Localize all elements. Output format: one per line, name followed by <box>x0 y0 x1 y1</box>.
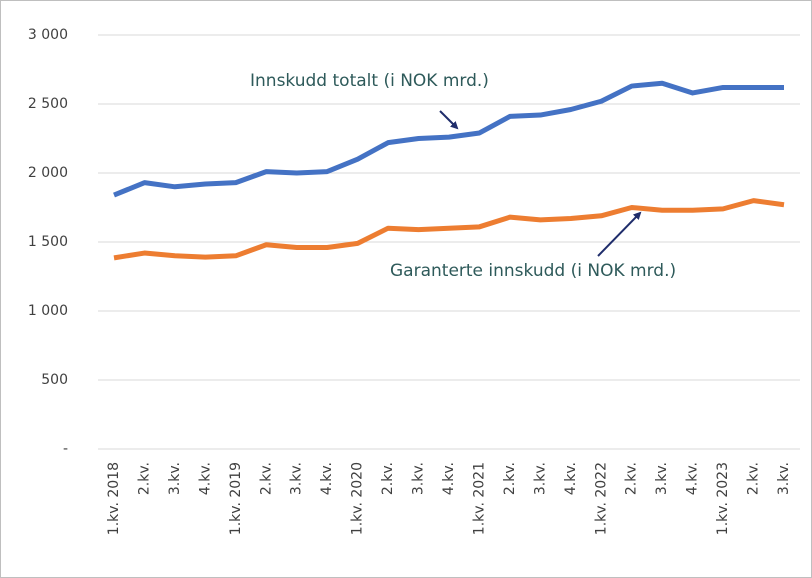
annotation: Garanterte innskudd (i NOK mrd.) <box>390 261 676 281</box>
y-tick-label: 2 500 <box>28 96 68 112</box>
x-tick-label: 4.kv. <box>685 462 701 495</box>
x-tick-label: 3.kv. <box>167 462 183 495</box>
series-line <box>113 198 785 261</box>
series-line <box>113 80 784 198</box>
x-tick-label: 1.kv. 2018 <box>106 462 122 535</box>
x-tick-label: 1.kv. 2020 <box>350 462 366 535</box>
lines <box>113 80 785 261</box>
x-tick-label: 4.kv. <box>563 462 579 495</box>
annotation: Innskudd totalt (i NOK mrd.) <box>250 71 489 91</box>
x-tick-label: 4.kv. <box>441 462 457 495</box>
x-tick-label: 4.kv. <box>319 462 335 495</box>
y-tick-label: 500 <box>41 372 68 388</box>
annotation-arrow <box>597 211 642 257</box>
x-tick-label: 2.kv. <box>746 462 762 495</box>
y-tick-label: 1 500 <box>28 234 68 250</box>
x-tick-label: 3.kv. <box>411 462 427 495</box>
grid <box>98 34 800 450</box>
y-tick-label: 3 000 <box>28 27 68 43</box>
y-tick-label: - <box>63 441 68 457</box>
y-tick-label: 1 000 <box>28 303 68 319</box>
x-tick-label: 2.kv. <box>258 462 274 495</box>
x-tick-label: 3.kv. <box>654 462 670 495</box>
y-tick-label: 2 000 <box>28 165 68 181</box>
x-tick-label: 2.kv. <box>624 462 640 495</box>
x-tick-label: 1.kv. 2023 <box>715 462 731 535</box>
x-tick-label: 1.kv. 2022 <box>593 462 609 535</box>
x-tick-label: 3.kv. <box>532 462 548 495</box>
x-tick-label: 3.kv. <box>776 462 792 495</box>
x-tick-label: 1.kv. 2019 <box>228 462 244 535</box>
x-tick-label: 3.kv. <box>289 462 305 495</box>
annotation-arrow <box>439 110 459 130</box>
x-tick-label: 2.kv. <box>136 462 152 495</box>
x-tick-label: 1.kv. 2021 <box>471 462 487 535</box>
x-tick-label: 4.kv. <box>197 462 213 495</box>
x-tick-label: 2.kv. <box>380 462 396 495</box>
x-tick-label: 2.kv. <box>502 462 518 495</box>
